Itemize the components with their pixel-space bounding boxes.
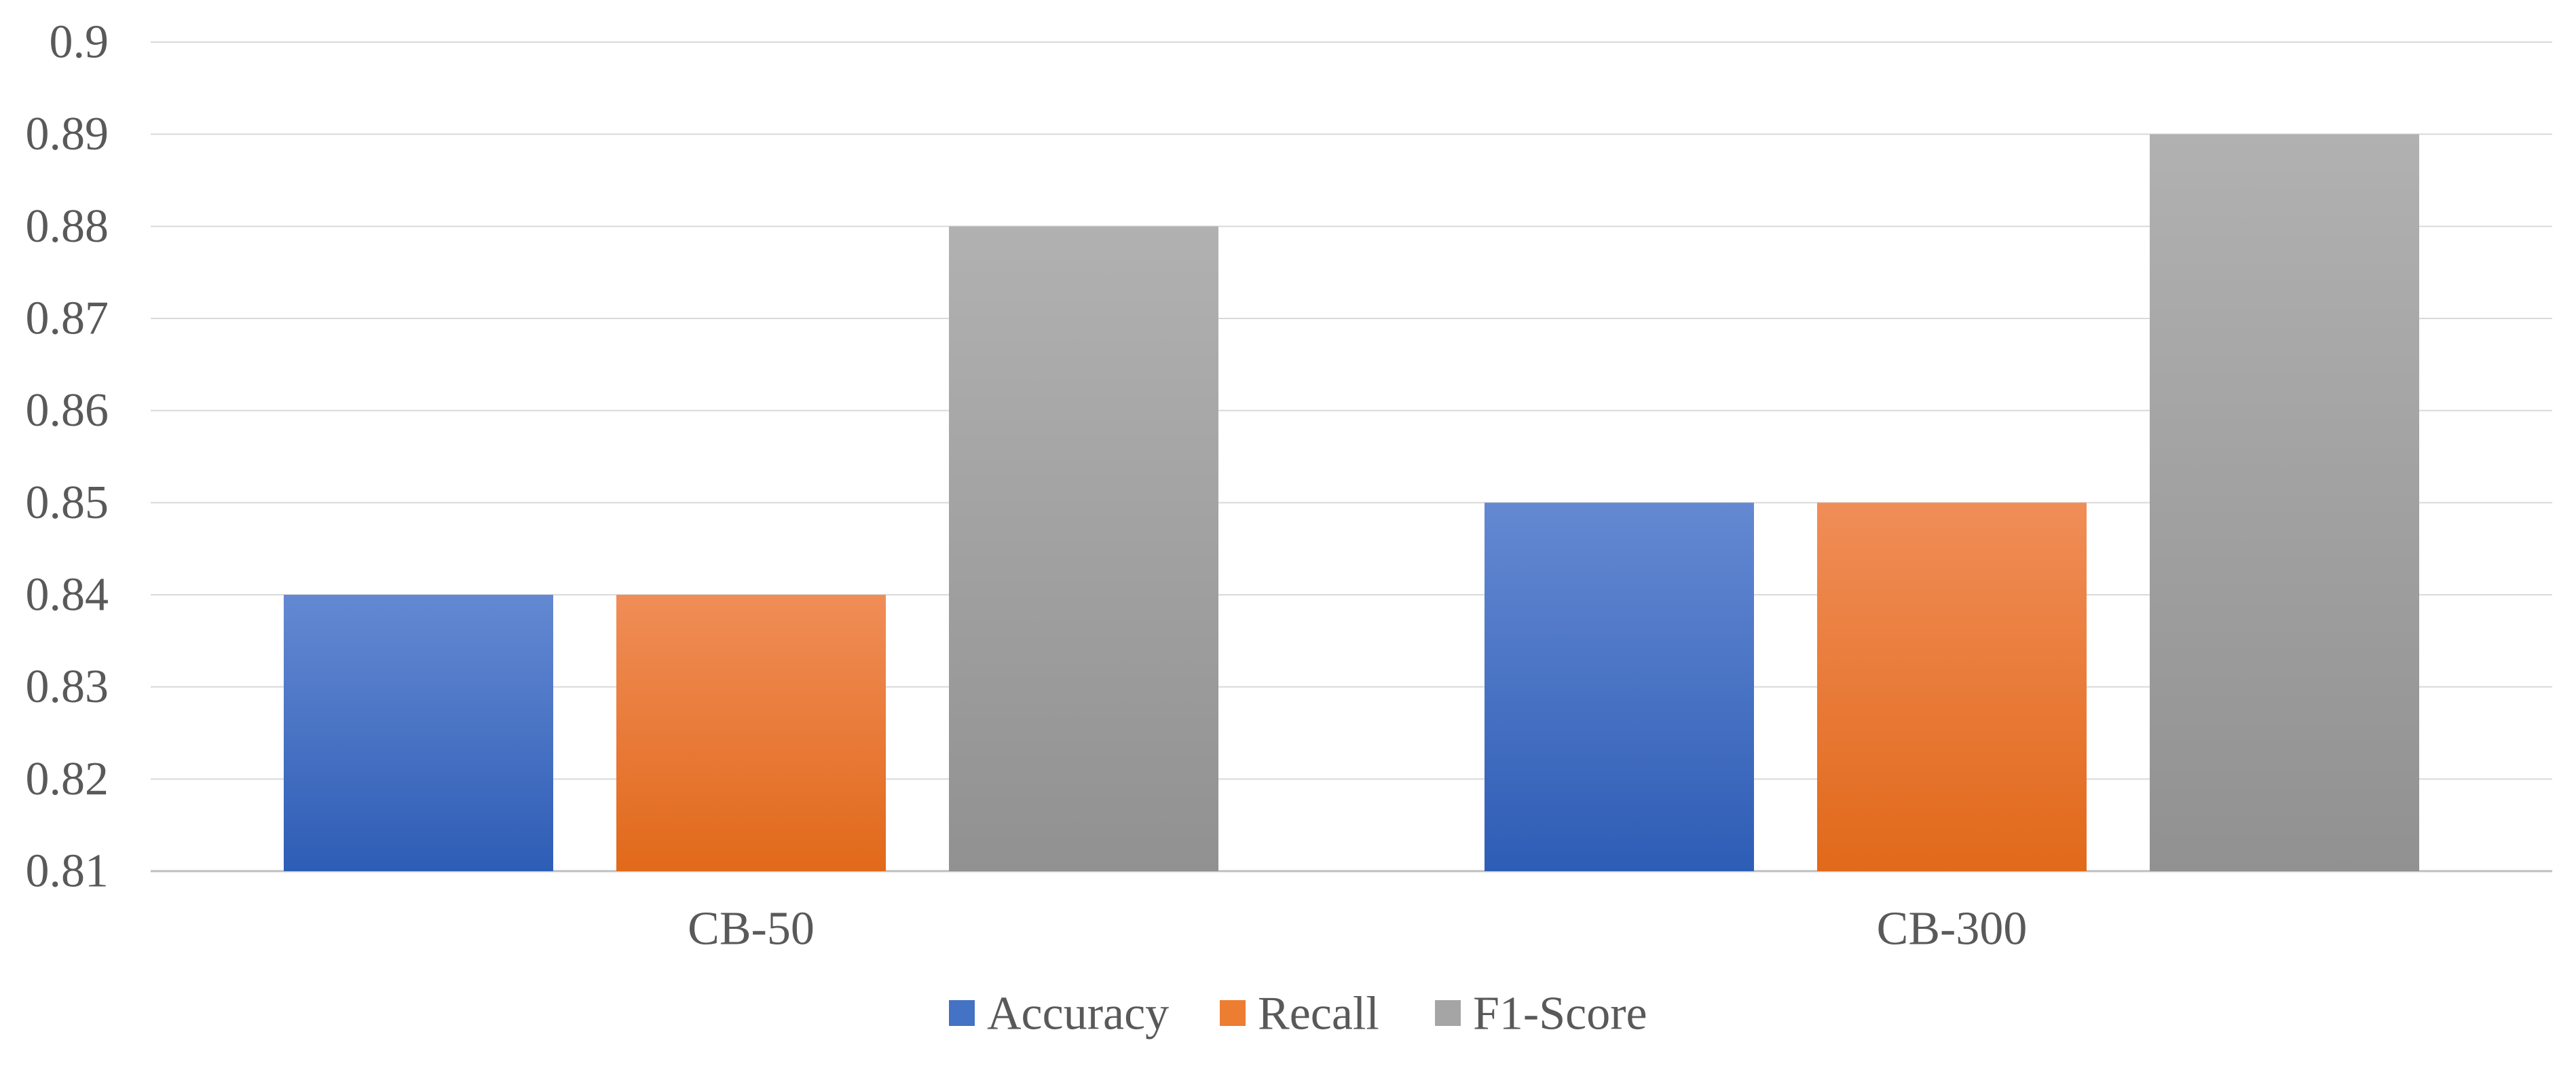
legend-swatch-recall [1220, 1000, 1246, 1026]
y-tick-label: 0.83 [26, 661, 109, 713]
bar-accuracy-cb-50 [284, 595, 553, 871]
y-tick-label: 0.84 [26, 569, 109, 621]
y-tick-label: 0.88 [26, 200, 109, 253]
legend-label-accuracy: Accuracy [987, 988, 1169, 1040]
x-axis-categories: CB-50 CB-300 [688, 903, 2027, 955]
bars [284, 134, 2419, 872]
bar-accuracy-cb-300 [1485, 502, 1754, 871]
legend: Accuracy Recall F1-Score [949, 988, 1647, 1040]
y-tick-label: 0.89 [26, 108, 109, 160]
x-category-label: CB-50 [688, 903, 815, 955]
y-tick-label: 0.81 [26, 845, 109, 898]
y-axis-ticks: 0.81 0.82 0.83 0.84 0.85 0.86 0.87 0.88 0.89 0.9 [26, 16, 109, 898]
y-tick-label: 0.82 [26, 753, 109, 805]
y-tick-label: 0.9 [50, 16, 109, 69]
bar-f1-score-cb-300 [2150, 134, 2419, 872]
bar-recall-cb-300 [1817, 502, 2087, 871]
legend-label-f1-score: F1-Score [1473, 988, 1647, 1040]
bar-recall-cb-50 [616, 595, 886, 871]
legend-swatch-accuracy [949, 1000, 975, 1026]
legend-label-recall: Recall [1258, 988, 1379, 1040]
legend-swatch-f1-score [1435, 1000, 1461, 1026]
y-tick-label: 0.87 [26, 293, 109, 345]
bar-f1-score-cb-50 [949, 226, 1218, 871]
x-category-label: CB-300 [1877, 903, 2028, 955]
y-tick-label: 0.86 [26, 384, 109, 437]
y-tick-label: 0.85 [26, 477, 109, 529]
